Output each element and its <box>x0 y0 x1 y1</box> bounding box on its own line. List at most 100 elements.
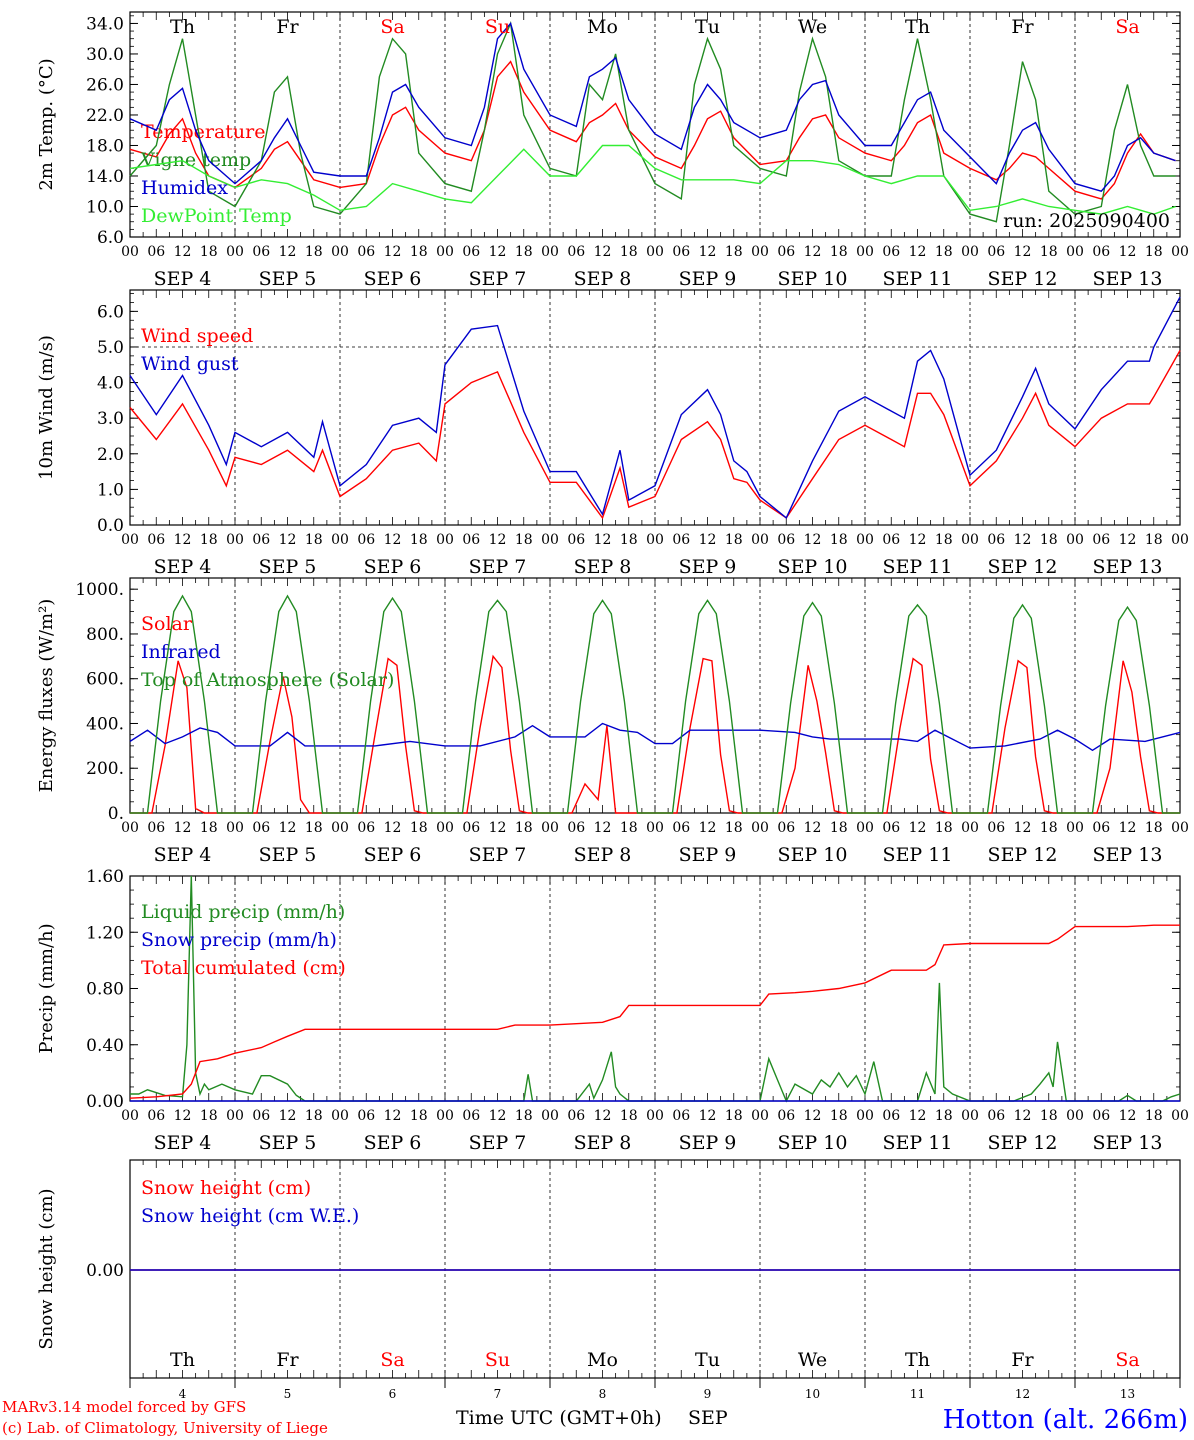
x-hour-label: 18 <box>620 1108 638 1124</box>
weekday-label: Sa <box>380 1349 404 1371</box>
x-hour-label: 12 <box>384 532 402 548</box>
series-line-top-of-atmosphere-solar <box>130 594 1180 814</box>
x-hour-label: 06 <box>1092 532 1110 548</box>
x-date-label: SEP 12 <box>988 1132 1058 1154</box>
x-hour-label: 00 <box>541 820 559 836</box>
x-hour-label: 06 <box>252 532 270 548</box>
run-annotation: run: 2025090400 <box>1003 210 1170 232</box>
y-tick-label: 0.80 <box>86 980 124 1000</box>
x-hour-label: 06 <box>777 244 795 260</box>
day-number-label: 6 <box>389 1387 397 1401</box>
x-date-label: SEP 8 <box>574 268 632 290</box>
x-hour-label: 18 <box>305 1108 323 1124</box>
x-date-label: SEP 12 <box>988 268 1058 290</box>
legend-entry: Vigne temp <box>140 149 251 171</box>
x-hour-label: 06 <box>777 1108 795 1124</box>
x-hour-label: 18 <box>725 532 743 548</box>
x-hour-label: 00 <box>436 532 454 548</box>
y-tick-label: 18.0 <box>86 136 124 156</box>
x-hour-label: 00 <box>961 820 979 836</box>
x-date-label: SEP 10 <box>778 268 848 290</box>
x-hour-label: 06 <box>987 244 1005 260</box>
station-name: Hotton (alt. 266m) <box>943 1405 1188 1435</box>
weekday-label: Mo <box>587 16 618 38</box>
x-hour-label: 00 <box>226 244 244 260</box>
x-hour-label: 06 <box>357 820 375 836</box>
x-hour-label: 06 <box>987 820 1005 836</box>
x-hour-label: 06 <box>987 1108 1005 1124</box>
legend-entry: Snow height (cm W.E.) <box>141 1205 359 1227</box>
weekday-label: Su <box>485 1349 510 1371</box>
x-hour-label: 00 <box>436 1108 454 1124</box>
x-hour-label: 18 <box>305 244 323 260</box>
x-hour-label: 18 <box>515 820 533 836</box>
x-hour-label: 18 <box>410 1108 428 1124</box>
y-axis-label: Energy fluxes (W/m²) <box>36 599 57 793</box>
x-hour-label: 06 <box>252 244 270 260</box>
weekday-label: Th <box>170 16 195 38</box>
y-tick-label: 6.0 <box>97 228 124 248</box>
x-hour-label: 06 <box>252 1108 270 1124</box>
x-hour-label: 06 <box>882 820 900 836</box>
x-hour-label: 06 <box>252 820 270 836</box>
y-tick-label: 26.0 <box>86 75 124 95</box>
x-date-label: SEP 5 <box>259 1132 317 1154</box>
x-hour-label: 06 <box>672 820 690 836</box>
x-hour-label: 12 <box>489 244 507 260</box>
legend-entry: Infrared <box>141 641 221 663</box>
x-hour-label: 06 <box>567 820 585 836</box>
x-hour-label: 00 <box>226 1108 244 1124</box>
y-axis-label: Precip (mm/h) <box>36 923 57 1053</box>
weekday-label: We <box>798 1349 827 1371</box>
x-hour-label: 00 <box>856 820 874 836</box>
weekday-label: Sa <box>380 16 404 38</box>
x-hour-label: 00 <box>541 1108 559 1124</box>
legend-entry: Temperature <box>141 121 265 143</box>
y-tick-label: 0.40 <box>86 1036 124 1056</box>
x-hour-label: 00 <box>1066 820 1084 836</box>
x-hour-label: 12 <box>279 1108 297 1124</box>
legend-entry: Top of Atmosphere (Solar) <box>141 669 394 691</box>
x-hour-label: 06 <box>147 532 165 548</box>
panel-temperature: 34.0 30.0 26.0 22.0 18.0 14.0 10.0 6.0 2m Temp. … <box>36 11 1189 290</box>
x-hour-label: 18 <box>620 532 638 548</box>
x-hour-label: 06 <box>882 532 900 548</box>
x-hour-label: 00 <box>331 244 349 260</box>
series-line-vigne-temp <box>129 20 1176 223</box>
x-hour-label: 00 <box>1171 820 1189 836</box>
x-hour-label: 06 <box>357 1108 375 1124</box>
x-hour-label: 00 <box>856 532 874 548</box>
y-axis-label: 10m Wind (m/s) <box>36 335 57 480</box>
weekday-label: Sa <box>1115 1349 1139 1371</box>
x-date-label: SEP 13 <box>1093 1132 1163 1154</box>
x-hour-label: 06 <box>882 244 900 260</box>
x-hour-label: 18 <box>1145 1108 1163 1124</box>
x-hour-label: 06 <box>1092 820 1110 836</box>
x-hour-label: 12 <box>384 820 402 836</box>
y-tick-label: 34.0 <box>86 14 124 34</box>
x-hour-label: 18 <box>200 1108 218 1124</box>
x-hour-label: 00 <box>646 1108 664 1124</box>
x-hour-label: 18 <box>1145 532 1163 548</box>
x-hour-label: 12 <box>909 532 927 548</box>
x-hour-label: 18 <box>830 532 848 548</box>
x-date-label: SEP 7 <box>469 268 527 290</box>
x-date-label: SEP 9 <box>679 844 737 866</box>
x-hour-label: 18 <box>935 1108 953 1124</box>
x-hour-label: 06 <box>462 244 480 260</box>
x-hour-label: 00 <box>961 244 979 260</box>
x-hour-label: 18 <box>1040 532 1058 548</box>
x-hour-label: 18 <box>305 532 323 548</box>
weekday-label: Fr <box>276 1349 299 1371</box>
x-hour-label: 12 <box>1119 244 1137 260</box>
x-date-label: SEP 10 <box>778 1132 848 1154</box>
x-hour-label: 00 <box>331 820 349 836</box>
x-hour-label: 12 <box>279 532 297 548</box>
legend-entry: Solar <box>141 613 193 635</box>
legend-entry: Liquid precip (mm/h) <box>141 901 345 923</box>
x-hour-label: 00 <box>751 820 769 836</box>
x-date-label: SEP 10 <box>778 556 848 578</box>
x-hour-label: 18 <box>515 1108 533 1124</box>
x-hour-label: 12 <box>1014 820 1032 836</box>
y-tick-label: 2.0 <box>97 445 124 465</box>
